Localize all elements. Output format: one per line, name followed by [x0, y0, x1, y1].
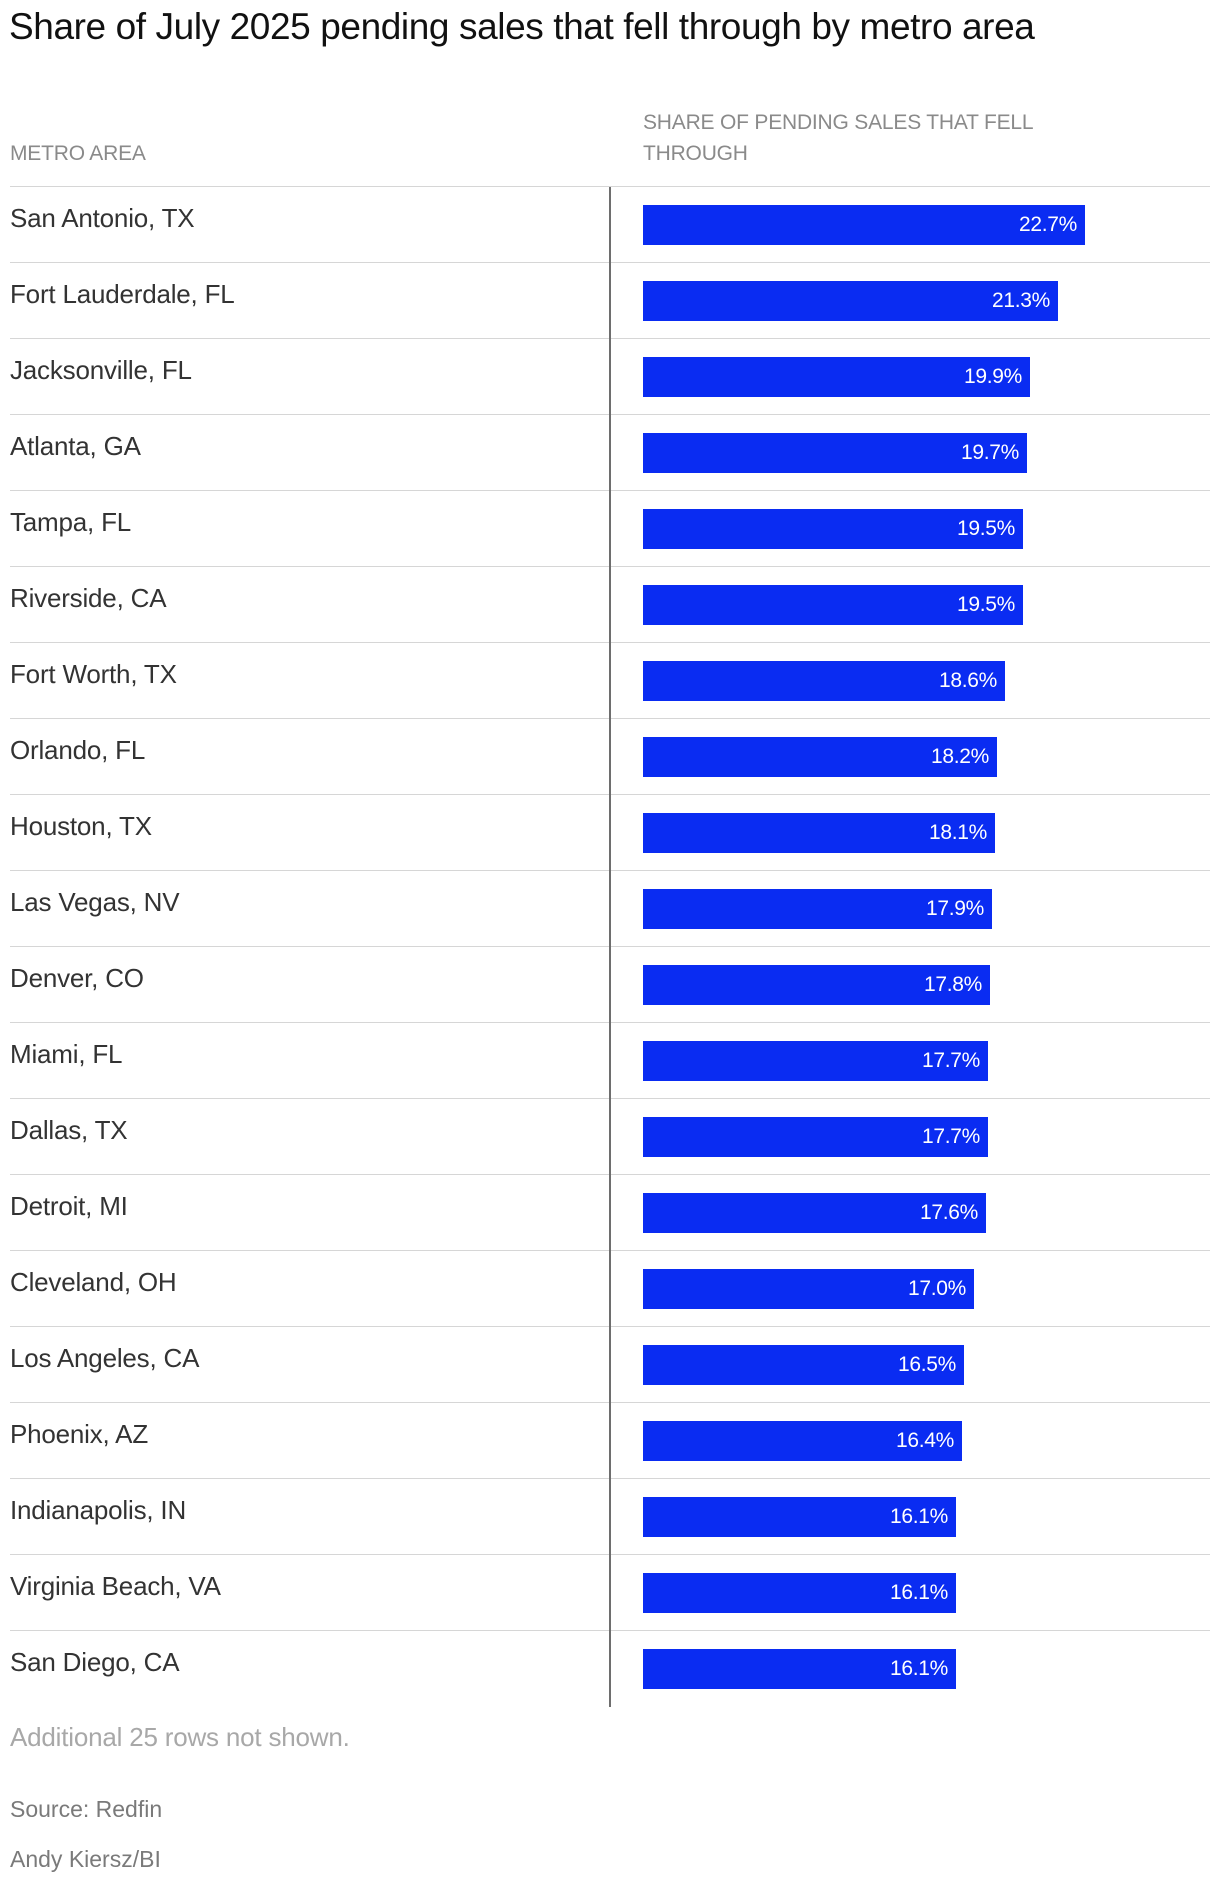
metro-label: Virginia Beach, VA [10, 1571, 221, 1601]
metro-label: Denver, CO [10, 963, 144, 993]
metro-label: Riverside, CA [10, 583, 167, 613]
metro-label: San Diego, CA [10, 1647, 180, 1677]
bar: 19.5% [643, 585, 1023, 625]
table-row: Virginia Beach, VA 16.1% [10, 1554, 1210, 1630]
metro-label: Orlando, FL [10, 735, 146, 765]
bar-value-label: 17.9% [925, 897, 984, 920]
bar-value-label: 16.1% [889, 1505, 948, 1528]
metro-label: Houston, TX [10, 811, 152, 841]
bar: 17.8% [643, 965, 990, 1005]
bar-value-label: 17.8% [923, 973, 982, 996]
metro-label: Miami, FL [10, 1039, 123, 1069]
metro-label: Las Vegas, NV [10, 887, 180, 917]
bar: 19.7% [643, 433, 1027, 473]
bar-value-label: 21.3% [991, 289, 1050, 312]
metro-label: San Antonio, TX [10, 203, 195, 233]
bar-value-label: 16.5% [897, 1353, 956, 1376]
bar-value-label: 18.2% [930, 745, 989, 768]
metro-label: Indianapolis, IN [10, 1495, 187, 1525]
credit-note: Andy Kiersz/BI [10, 1846, 161, 1872]
column-header-metro-area: METRO AREA [10, 142, 146, 165]
bar-value-label: 19.9% [963, 365, 1022, 388]
metro-label: Fort Lauderdale, FL [10, 279, 235, 309]
table-row: San Antonio, TX 22.7% [10, 186, 1210, 262]
metro-label: Phoenix, AZ [10, 1419, 148, 1449]
bar: 16.5% [643, 1345, 964, 1385]
bar-value-label: 18.1% [928, 821, 987, 844]
bar-value-label: 19.5% [956, 593, 1015, 616]
metro-label: Los Angeles, CA [10, 1343, 200, 1373]
bar-value-label: 19.7% [960, 441, 1019, 464]
bar: 22.7% [643, 205, 1085, 245]
bar: 17.6% [643, 1193, 986, 1233]
rows-not-shown-note: Additional 25 rows not shown. [10, 1722, 350, 1752]
bar: 16.4% [643, 1421, 962, 1461]
table-row: Denver, CO 17.8% [10, 946, 1210, 1022]
bar: 18.6% [643, 661, 1005, 701]
bar: 19.5% [643, 509, 1023, 549]
bar: 16.1% [643, 1497, 956, 1537]
bar-value-label: 19.5% [956, 517, 1015, 540]
metro-label: Detroit, MI [10, 1191, 128, 1221]
bar-value-label: 17.7% [921, 1125, 980, 1148]
chart-title: Share of July 2025 pending sales that fe… [9, 6, 1035, 47]
bar-value-label: 17.6% [919, 1201, 978, 1224]
metro-label: Atlanta, GA [10, 431, 141, 461]
table-row: Fort Lauderdale, FL 21.3% [10, 262, 1210, 338]
bar: 17.7% [643, 1041, 988, 1081]
metro-label: Cleveland, OH [10, 1267, 177, 1297]
metro-label: Fort Worth, TX [10, 659, 177, 689]
bar: 16.1% [643, 1649, 956, 1689]
bar: 16.1% [643, 1573, 956, 1613]
bar-value-label: 17.7% [921, 1049, 980, 1072]
bar-value-label: 18.6% [938, 669, 997, 692]
bar: 19.9% [643, 357, 1030, 397]
bar: 17.9% [643, 889, 992, 929]
bar: 21.3% [643, 281, 1058, 321]
bar: 17.0% [643, 1269, 974, 1309]
metro-label: Dallas, TX [10, 1115, 128, 1145]
bar-value-label: 16.1% [889, 1657, 948, 1680]
column-header-share: SHARE OF PENDING SALES THAT FELL THROUGH [643, 111, 1033, 165]
bar-value-label: 16.1% [889, 1581, 948, 1604]
bar-table: San Antonio, TX 22.7% Fort Lauderdale, FL 2… [10, 186, 1210, 1706]
metro-label: Jacksonville, FL [10, 355, 192, 385]
bar-value-label: 16.4% [895, 1429, 954, 1452]
source-note: Source: Redfin [10, 1796, 163, 1822]
metro-label: Tampa, FL [10, 507, 132, 537]
bar: 17.7% [643, 1117, 988, 1157]
bar: 18.1% [643, 813, 995, 853]
table-row: Indianapolis, IN 16.1% [10, 1478, 1210, 1554]
bar-value-label: 17.0% [907, 1277, 966, 1300]
bar-value-label: 22.7% [1018, 213, 1077, 236]
axis-divider-line [609, 187, 611, 1707]
bar: 18.2% [643, 737, 997, 777]
